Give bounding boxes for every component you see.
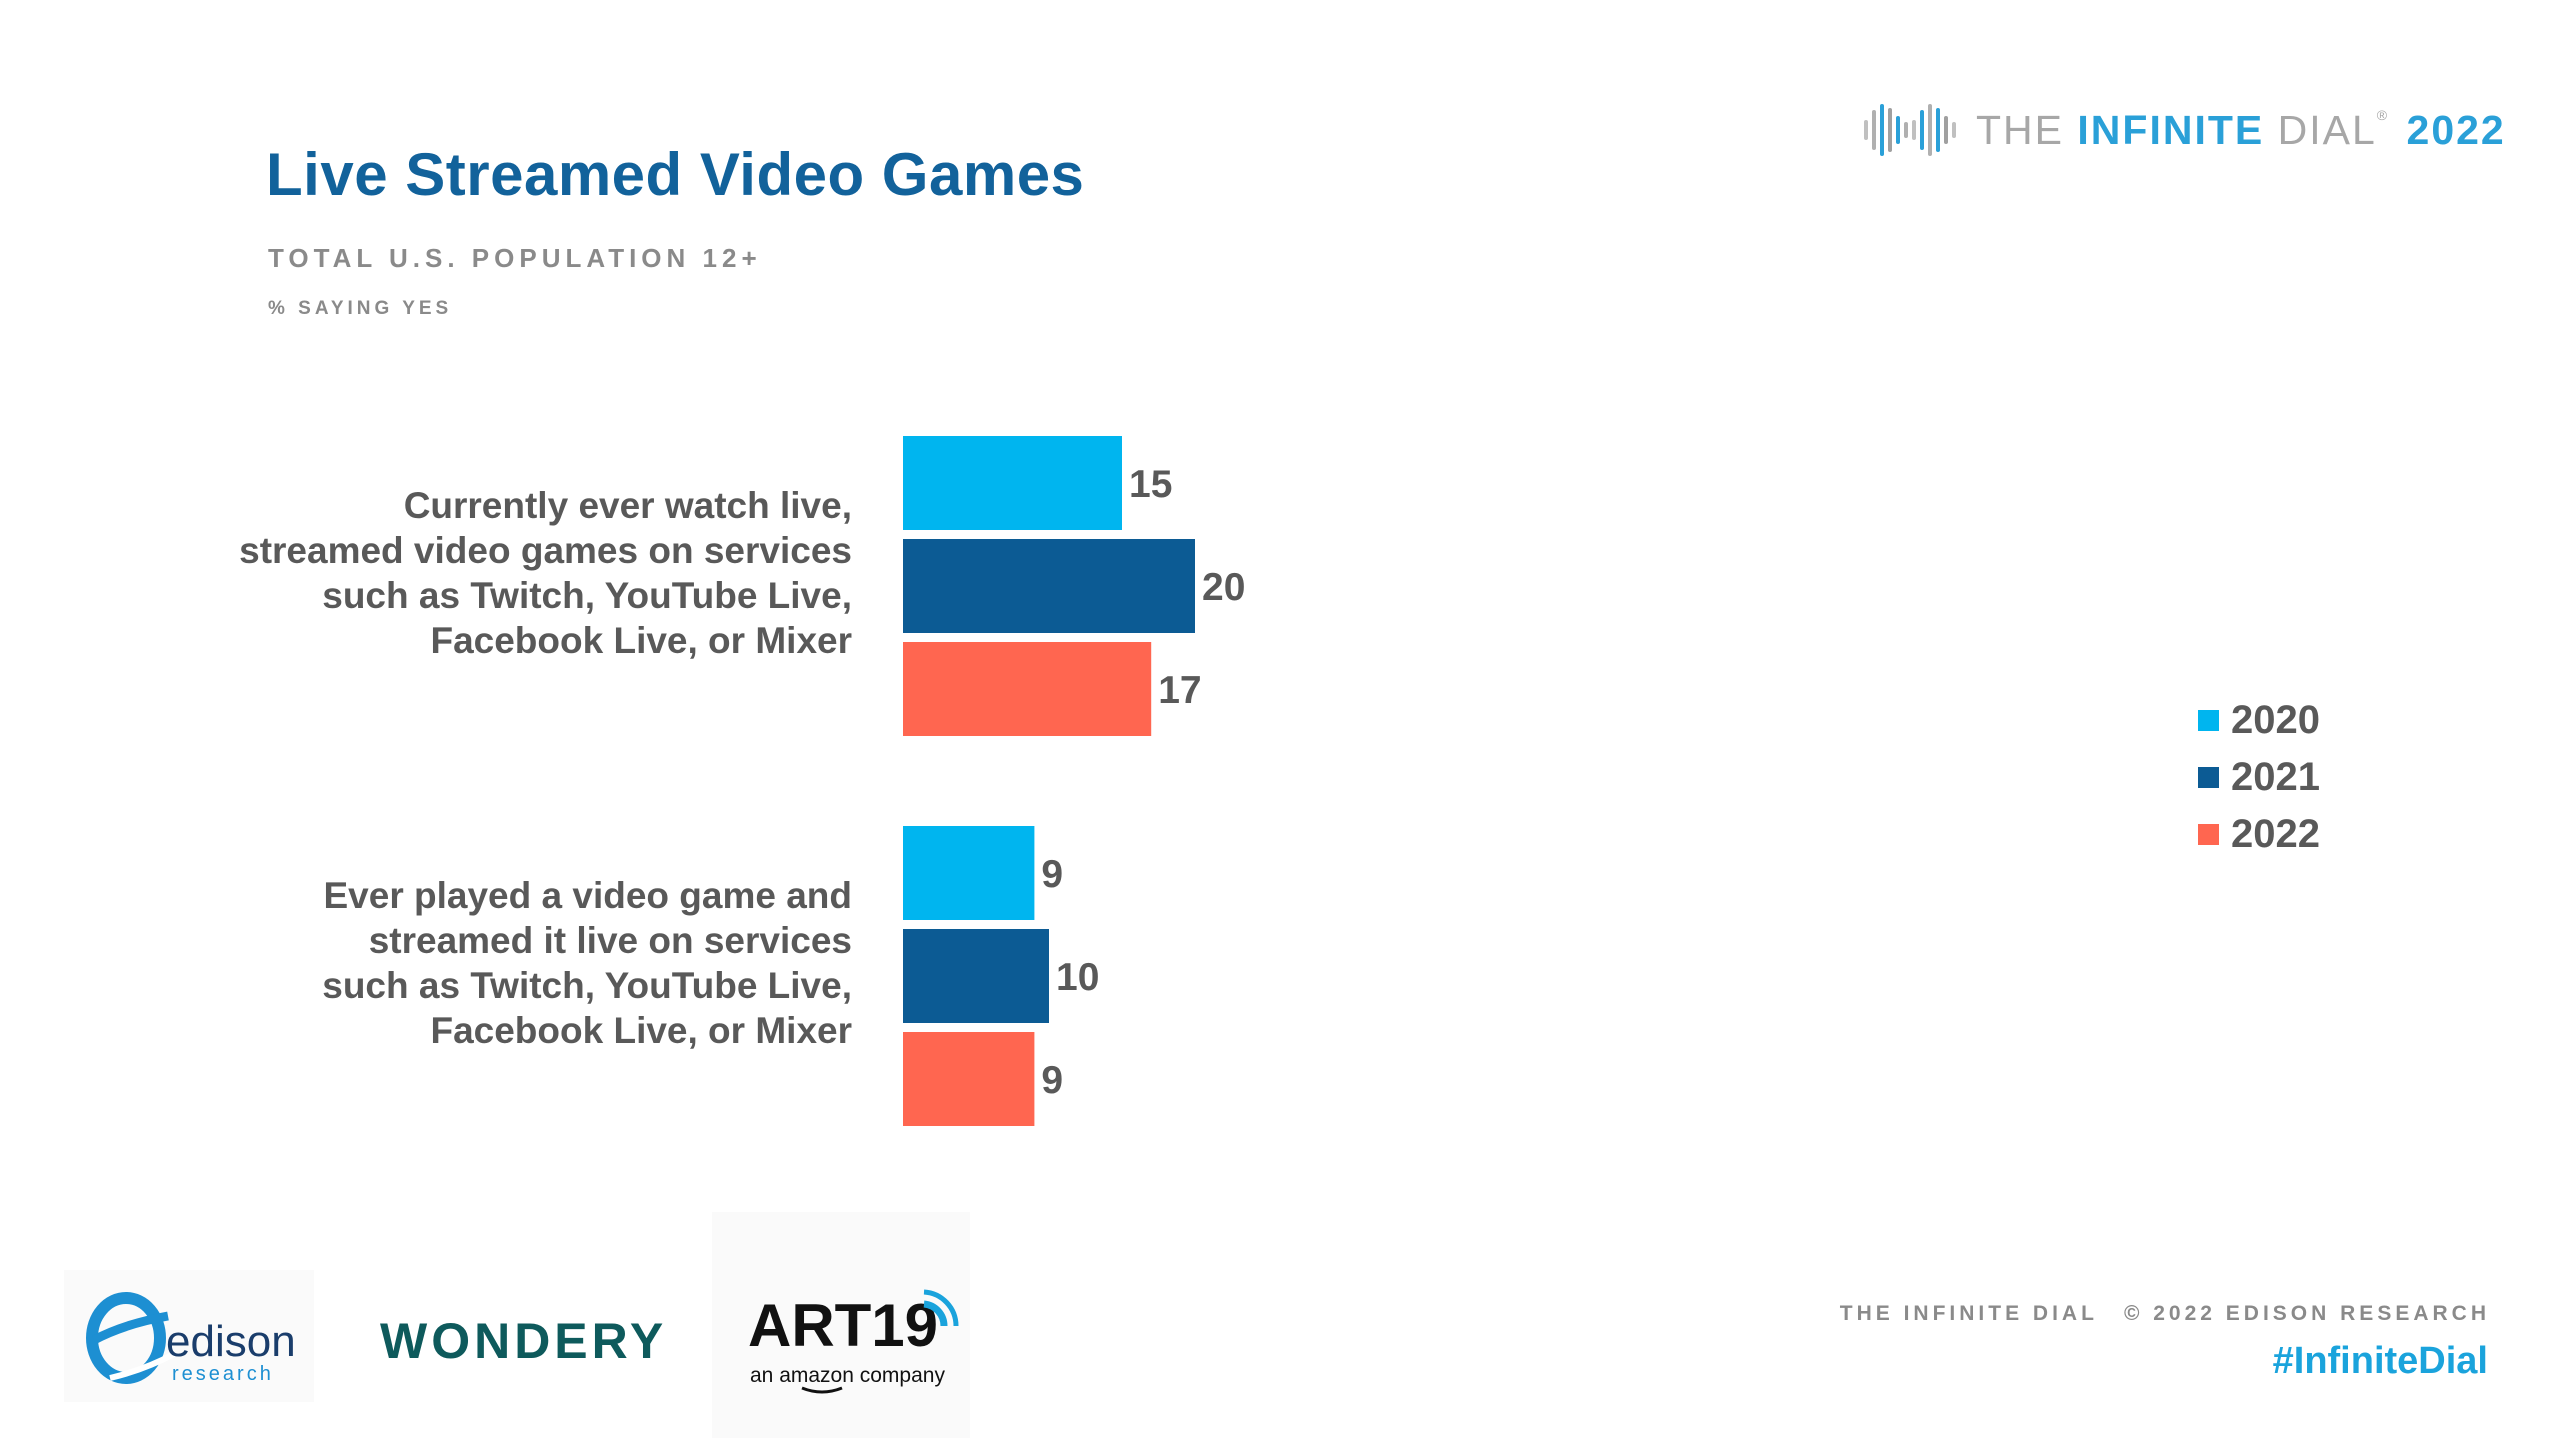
- category-label-watch: Currently ever watch live, streamed vide…: [239, 485, 852, 661]
- bar-2022-cat2: [903, 1032, 1035, 1126]
- category-label-line: Facebook Live, or Mixer: [430, 1010, 852, 1051]
- svg-text:ART19: ART19: [748, 1292, 938, 1359]
- chart-subtitle: TOTAL U.S. POPULATION 12+: [268, 243, 762, 273]
- value-label-2022-cat1: 17: [1158, 669, 1201, 712]
- legend-swatch-2022: [2198, 824, 2219, 845]
- svg-text:research: research: [172, 1363, 274, 1385]
- category-label-played: Ever played a video game and streamed it…: [322, 875, 852, 1051]
- bar-2020-cat2: [903, 826, 1035, 920]
- value-labels: 15 20 17 9 10 9: [1041, 463, 1245, 1102]
- value-label-2021-cat1: 20: [1202, 566, 1245, 609]
- legend-label-2022: 2022: [2231, 812, 2320, 856]
- value-label-2022-cat2: 9: [1041, 1059, 1063, 1102]
- category-label-line: streamed video games on services: [239, 530, 852, 571]
- legend-label-2020: 2020: [2231, 698, 2320, 742]
- value-label-2020-cat1: 15: [1129, 463, 1172, 506]
- infinite-dial-brand: THE INFINITE DIAL® 2022: [1862, 100, 2506, 160]
- bar-2021-cat2: [903, 929, 1049, 1023]
- value-label-2020-cat2: 9: [1041, 853, 1063, 896]
- legend-swatch-2021: [2198, 767, 2219, 788]
- svg-text:an amazon company: an amazon company: [750, 1364, 945, 1387]
- chart-title: Live Streamed Video Games: [266, 141, 1085, 208]
- art19-logo-mark: ART19 an amazon company: [748, 1289, 959, 1394]
- bar-2020-cat1: [903, 436, 1122, 530]
- category-label-line: Facebook Live, or Mixer: [430, 620, 852, 661]
- infinite-dial-logo-icon: [1864, 104, 1956, 156]
- bar-2022-cat1: [903, 642, 1152, 736]
- category-label-line: such as Twitch, YouTube Live,: [322, 965, 852, 1006]
- value-label-2021-cat2: 10: [1056, 956, 1099, 999]
- svg-text:edison: edison: [166, 1317, 296, 1366]
- legend: 2020 2021 2022: [2198, 692, 2320, 863]
- category-label-line: such as Twitch, YouTube Live,: [322, 575, 852, 616]
- art19-logo: ART19 an amazon company: [712, 1212, 970, 1438]
- edison-research-logo: edison research: [64, 1270, 314, 1402]
- bar-2021-cat1: [903, 539, 1195, 633]
- legend-item-2022: 2022: [2198, 806, 2320, 863]
- category-label-line: streamed it live on services: [369, 920, 852, 961]
- wondery-logo: WONDERY: [380, 1313, 668, 1369]
- legend-item-2020: 2020: [2198, 692, 2320, 749]
- footer-credit: THE INFINITE DIAL © 2022 EDISON RESEARCH: [1839, 1302, 2490, 1325]
- infinite-dial-wordmark: THE INFINITE DIAL® 2022: [1976, 106, 2506, 153]
- chart-note: % SAYING YES: [268, 298, 453, 319]
- bars: [903, 436, 1195, 1126]
- hashtag-link[interactable]: #InfiniteDial: [2272, 1340, 2488, 1382]
- category-label-line: Ever played a video game and: [324, 875, 853, 916]
- category-label-line: Currently ever watch live,: [404, 485, 852, 526]
- legend-item-2021: 2021: [2198, 749, 2320, 806]
- edison-logo-icon: edison research: [86, 1292, 296, 1385]
- category-labels: Currently ever watch live, streamed vide…: [239, 485, 852, 1051]
- legend-swatch-2020: [2198, 710, 2219, 731]
- legend-label-2021: 2021: [2231, 755, 2320, 799]
